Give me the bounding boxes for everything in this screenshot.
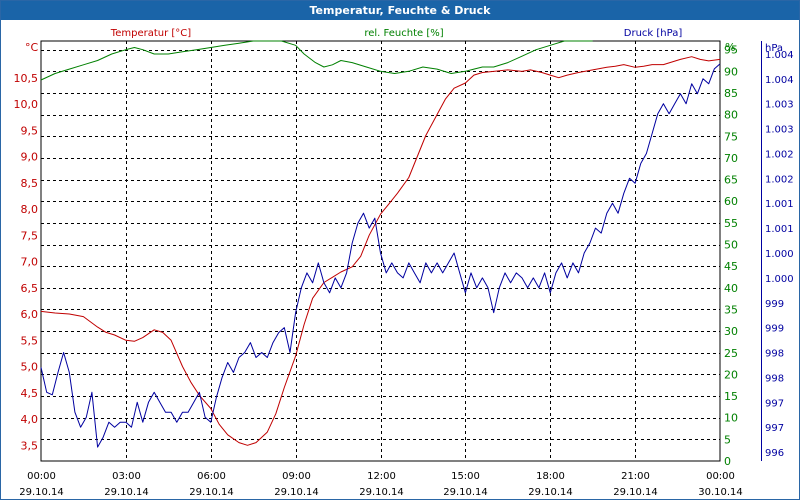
x-tick-time: 18:00 xyxy=(536,471,565,482)
x-tick-time: 09:00 xyxy=(282,471,311,482)
humidity-tick-label: 90 xyxy=(724,65,738,78)
temp-tick-label: 8,5 xyxy=(21,177,39,190)
x-tick-date: 29.10.14 xyxy=(443,487,488,498)
pressure-tick-label: 1.004 xyxy=(765,75,794,86)
pressure-tick-label: 999 xyxy=(765,299,784,310)
plot-frame xyxy=(40,40,721,462)
humidity-tick-label: 35 xyxy=(724,303,738,316)
temp-tick-label: 5,5 xyxy=(21,334,39,347)
pressure-tick-label: 1.000 xyxy=(765,249,794,260)
humidity-tick-label: 75 xyxy=(724,130,738,143)
pressure-tick-label: 996 xyxy=(765,448,784,459)
temp-tick-label: 4,0 xyxy=(21,413,39,426)
pressure-tick-label: 1.001 xyxy=(765,199,794,210)
temp-tick-label: 8,0 xyxy=(21,203,39,216)
humidity-tick-label: 95 xyxy=(724,44,738,57)
temp-tick-label: 10,5 xyxy=(14,72,39,85)
humidity-tick-label: 25 xyxy=(724,347,738,360)
pressure-tick-label: 1.002 xyxy=(765,174,794,185)
pressure-tick-label: 997 xyxy=(765,423,784,434)
humidity-tick-label: 0 xyxy=(724,455,731,468)
x-tick-date: 29.10.14 xyxy=(274,487,319,498)
temp-tick-label: 5,0 xyxy=(21,361,39,374)
temp-tick-label: 3,5 xyxy=(21,439,39,452)
temp-tick-label: 9,0 xyxy=(21,151,39,164)
x-tick-date: 29.10.14 xyxy=(359,487,404,498)
temp-tick-label: 9,5 xyxy=(21,124,39,137)
x-tick-date: 29.10.14 xyxy=(613,487,658,498)
grid-layer xyxy=(40,40,721,462)
humidity-tick-label: 10 xyxy=(724,412,738,425)
temperature-line xyxy=(40,56,721,446)
pressure-tick-label: 998 xyxy=(765,349,784,360)
x-tick-time: 06:00 xyxy=(197,471,226,482)
humidity-tick-label: 40 xyxy=(724,282,738,295)
humidity-unit-label: % xyxy=(725,41,735,54)
humidity-tick-label: 50 xyxy=(724,239,738,252)
pressure-tick-label: 997 xyxy=(765,398,784,409)
humidity-tick-label: 15 xyxy=(724,390,738,403)
temp-tick-label: 7,0 xyxy=(21,256,39,269)
pressure-tick-label: 1.002 xyxy=(765,149,794,160)
pressure-unit-label: hPa xyxy=(765,43,783,54)
pressure-tick-label: 1.004 xyxy=(765,50,794,61)
humidity-tick-label: 65 xyxy=(724,174,738,187)
x-tick-date: 29.10.14 xyxy=(528,487,573,498)
humidity-tick-label: 85 xyxy=(724,87,738,100)
x-tick-date: 29.10.14 xyxy=(19,487,64,498)
axis-layer: 00:00 29.10.14 03:00 29.10.14 06:00 29.10.14 0… xyxy=(14,28,794,498)
x-tick-time: 00:00 xyxy=(27,471,56,482)
temp-tick-label: 10,0 xyxy=(14,98,39,111)
window-title: Temperatur, Feuchte & Druck xyxy=(1,1,799,20)
pressure-tick-label: 998 xyxy=(765,373,784,384)
x-tick-date: 29.10.14 xyxy=(104,487,149,498)
humidity-axis-title: rel. Feuchte [%] xyxy=(364,28,443,39)
pressure-line xyxy=(40,63,721,448)
humidity-tick-label: 30 xyxy=(724,325,738,338)
temp-tick-label: 4,5 xyxy=(21,387,39,400)
x-tick-time: 03:00 xyxy=(112,471,141,482)
humidity-tick-label: 5 xyxy=(724,433,731,446)
pressure-tick-label: 1.001 xyxy=(765,224,794,235)
humidity-line xyxy=(40,40,593,81)
temp-unit-label: °C xyxy=(25,41,39,54)
x-tick-time: 00:00 xyxy=(706,471,735,482)
humidity-tick-label: 80 xyxy=(724,109,738,122)
pressure-axis-title: Druck [hPa] xyxy=(624,28,683,39)
pressure-tick-label: 1.000 xyxy=(765,274,794,285)
pressure-tick-label: 1.003 xyxy=(765,100,794,111)
humidity-tick-label: 55 xyxy=(724,217,738,230)
x-tick-date: 30.10.14 xyxy=(698,487,743,498)
temp-tick-label: 6,5 xyxy=(21,282,39,295)
x-tick-date: 29.10.14 xyxy=(189,487,234,498)
x-tick-time: 21:00 xyxy=(621,471,650,482)
humidity-tick-label: 70 xyxy=(724,152,738,165)
temp-tick-label: 6,0 xyxy=(21,308,39,321)
pressure-tick-label: 1.003 xyxy=(765,125,794,136)
humidity-tick-label: 45 xyxy=(724,260,738,273)
x-tick-time: 12:00 xyxy=(367,471,396,482)
pressure-tick-label: 999 xyxy=(765,324,784,335)
humidity-tick-label: 20 xyxy=(724,368,738,381)
temp-tick-label: 7,5 xyxy=(21,229,39,242)
series-layer xyxy=(40,40,721,448)
temp-axis-title: Temperatur [°C] xyxy=(110,28,191,39)
humidity-tick-label: 60 xyxy=(724,195,738,208)
x-tick-time: 15:00 xyxy=(451,471,480,482)
